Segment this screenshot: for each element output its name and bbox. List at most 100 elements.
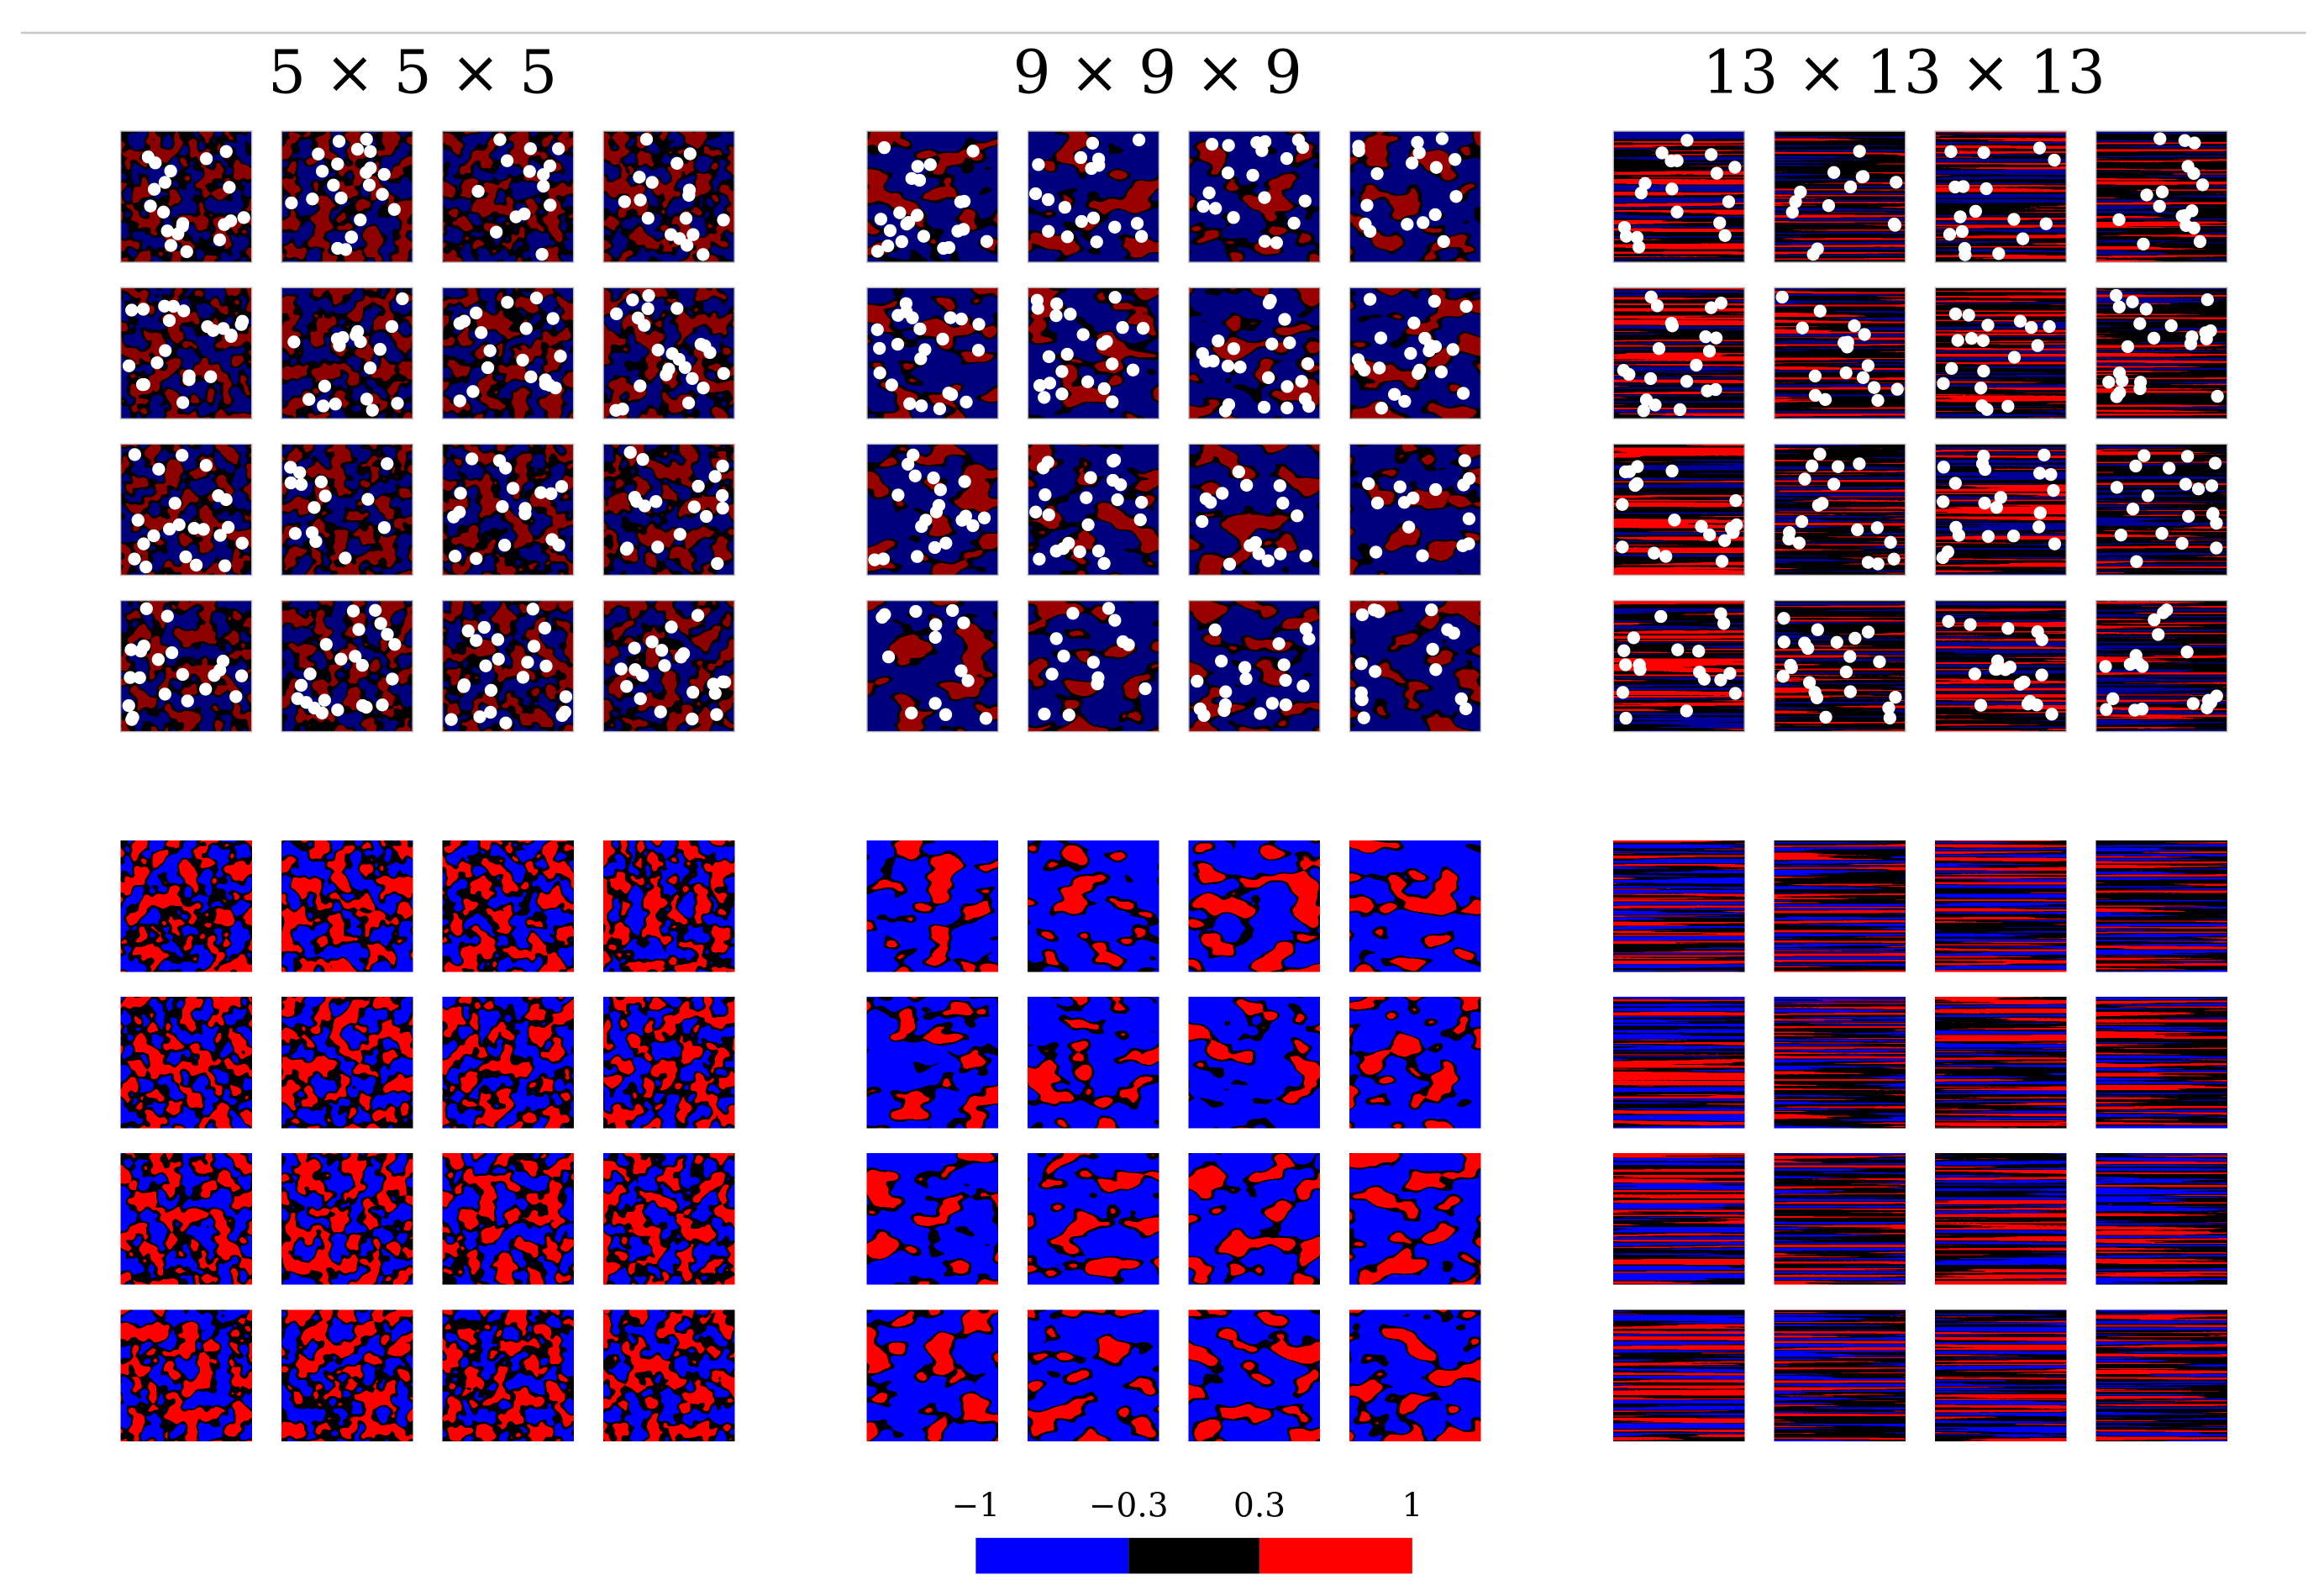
site-dot [1106,357,1119,371]
site-dot [614,662,628,676]
site-dot [1283,336,1296,350]
site-dot [2200,293,2214,307]
pattern-tile [603,444,735,576]
site-dot [539,377,552,391]
site-dot [1992,247,2006,261]
site-dot [711,556,724,571]
site-dot [535,247,549,261]
site-dot [1126,363,1140,377]
site-dot [2188,136,2201,150]
site-dot [1221,166,1235,180]
site-dot [1887,552,1901,566]
site-dot [1295,375,1308,388]
site-dot [1437,234,1450,248]
site-dot [284,461,297,474]
site-dot [1208,623,1222,637]
site-dot [1273,479,1286,492]
site-dot [1654,609,1668,624]
site-dot [1354,657,1368,671]
site-dot [2126,295,2139,308]
pattern-tile [120,1153,252,1285]
pattern-tile [1028,1153,1159,1285]
site-dot [870,245,885,258]
site-dot [1362,477,1375,491]
site-dot [373,343,386,356]
site-dot [1028,187,1043,201]
pattern-tile [1774,287,1906,419]
pattern-tile [2095,1153,2227,1285]
tile-border [441,443,575,577]
site-dot [365,403,379,417]
site-dot [1081,518,1095,532]
site-dot [1977,364,1990,378]
site-dot [237,211,250,224]
site-dot [1291,509,1304,523]
site-dot [1968,667,1982,681]
site-dot [1632,240,1646,254]
site-dot [1633,658,1646,672]
site-dot [1784,658,1797,672]
site-dot [639,133,654,146]
site-dot [2175,209,2189,223]
site-dot [1848,631,1862,645]
site-dot [148,182,161,196]
site-dot [1042,224,1055,238]
tile-border [1774,287,1906,419]
site-dot [1258,234,1272,248]
site-dot [2013,314,2027,328]
site-dot [1352,140,1365,153]
site-dot [933,483,947,497]
pattern-tile [1188,1153,1320,1285]
site-dot [1080,491,1093,504]
site-dot [481,361,495,375]
site-dot [318,693,331,707]
site-dot [1239,672,1253,686]
site-dot [1884,535,1897,549]
site-dot [1951,334,1964,347]
site-dot [2001,622,2015,635]
site-dot [977,511,991,524]
site-dot [1243,539,1257,552]
site-dot [697,248,710,261]
site-dot [1805,459,1819,473]
site-dot [1937,377,1950,390]
site-dot [881,650,896,664]
site-dot [234,318,248,331]
site-dot [1638,176,1652,190]
site-dot [1106,395,1119,408]
site-dot [1890,176,1903,189]
site-dot [954,664,968,677]
site-dot [381,457,394,471]
site-dot [1670,205,1684,219]
site-dot [966,145,980,158]
site-dot [1959,248,1972,261]
site-dot [664,228,678,241]
site-dot [1664,154,1678,168]
site-dot [158,299,171,313]
pattern-tile [1613,287,1745,419]
site-dot [957,616,970,629]
site-dot [1643,371,1658,386]
site-dot [213,529,227,542]
site-dot [2185,330,2199,344]
site-dot [1978,496,1991,510]
site-dot [1617,644,1631,657]
site-dot [2155,185,2169,198]
site-dot [349,650,362,663]
site-dot [1680,375,1694,388]
tile-border [1934,130,2067,263]
site-dot [649,495,663,508]
site-dot [932,498,946,513]
site-dot [2035,668,2048,682]
site-dot [1673,403,1687,417]
site-dot [1665,182,1679,196]
pattern-tile [603,840,735,972]
site-dot [673,528,686,541]
site-dot [234,669,249,682]
site-dot [2129,459,2143,473]
site-dot [1261,371,1275,384]
site-dot [2135,703,2149,716]
site-dot [1199,492,1213,506]
site-dot [150,356,164,370]
site-dot [1628,478,1642,492]
